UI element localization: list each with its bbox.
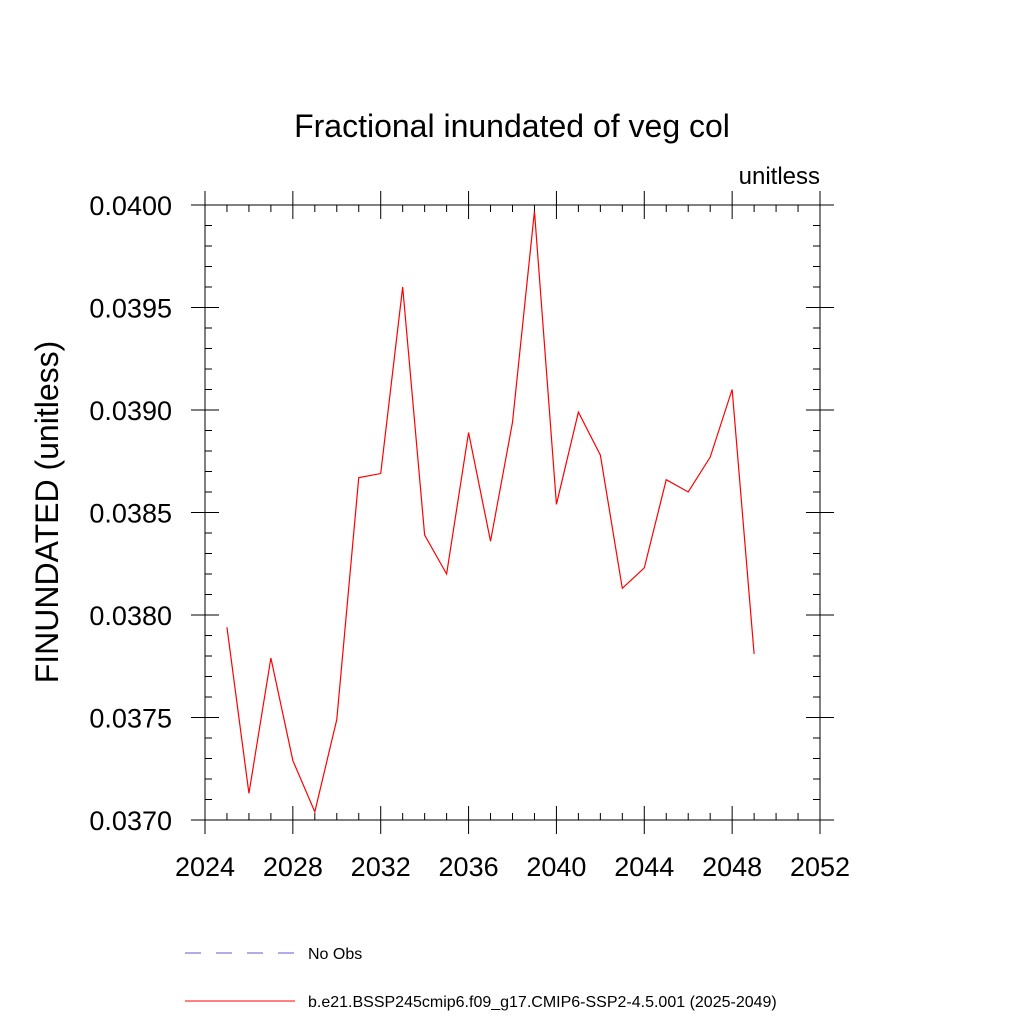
series-line xyxy=(226,211,755,814)
data-point xyxy=(247,792,250,795)
y-tick-label: 0.0370 xyxy=(89,806,172,836)
x-tick-label: 2044 xyxy=(614,852,674,882)
x-tick-label: 2032 xyxy=(351,852,411,882)
data-point xyxy=(467,431,470,434)
data-point xyxy=(423,534,426,537)
x-tick-label: 2028 xyxy=(263,852,323,882)
plot-frame xyxy=(204,204,821,821)
legend-label: b.e21.BSSP245cmip6.f09_g17.CMIP6-SSP2-4.… xyxy=(308,994,777,1011)
x-tick-label: 2048 xyxy=(702,852,762,882)
data-point xyxy=(621,587,624,590)
data-point xyxy=(555,503,558,506)
data-point xyxy=(709,456,712,459)
data-point xyxy=(687,491,690,494)
legend: No Obs b.e21.BSSP245cmip6.f09_g17.CMIP6-S… xyxy=(185,946,777,1011)
data-point xyxy=(731,388,734,391)
y-tick-label: 0.0375 xyxy=(89,704,172,734)
plot-axes: 2024 2028 2032 2036 2040 2044 2048 2052 0.0370 0.… xyxy=(89,191,850,882)
y-tick-label: 0.0400 xyxy=(89,191,172,221)
data-point xyxy=(665,478,668,481)
data-point xyxy=(335,718,338,721)
series-layer xyxy=(225,210,756,814)
data-point xyxy=(269,657,272,660)
data-point xyxy=(489,540,492,543)
data-point xyxy=(599,454,602,457)
x-tick-label: 2024 xyxy=(175,852,235,882)
data-point xyxy=(225,626,228,629)
data-point xyxy=(533,210,536,213)
data-point xyxy=(379,472,382,475)
data-point xyxy=(643,566,646,569)
x-tick-label: 2052 xyxy=(790,852,850,882)
y-tick-label: 0.0390 xyxy=(89,396,172,426)
data-point xyxy=(401,286,404,289)
y-tick-label: 0.0385 xyxy=(89,499,172,529)
data-point xyxy=(291,759,294,762)
data-point xyxy=(445,573,448,576)
y-tick-label: 0.0395 xyxy=(89,294,172,324)
data-point xyxy=(577,411,580,414)
y-axis-label: FINUNDATED (unitless) xyxy=(29,341,65,684)
x-tick-label: 2036 xyxy=(439,852,499,882)
x-tick-label: 2040 xyxy=(526,852,586,882)
units-label: unitless xyxy=(739,163,820,190)
data-point xyxy=(511,421,514,424)
data-point xyxy=(313,810,316,813)
data-point xyxy=(357,476,360,479)
data-point xyxy=(753,652,756,655)
legend-label: No Obs xyxy=(308,946,362,963)
y-tick-label: 0.0380 xyxy=(89,601,172,631)
chart-title: Fractional inundated of veg col xyxy=(294,108,730,144)
